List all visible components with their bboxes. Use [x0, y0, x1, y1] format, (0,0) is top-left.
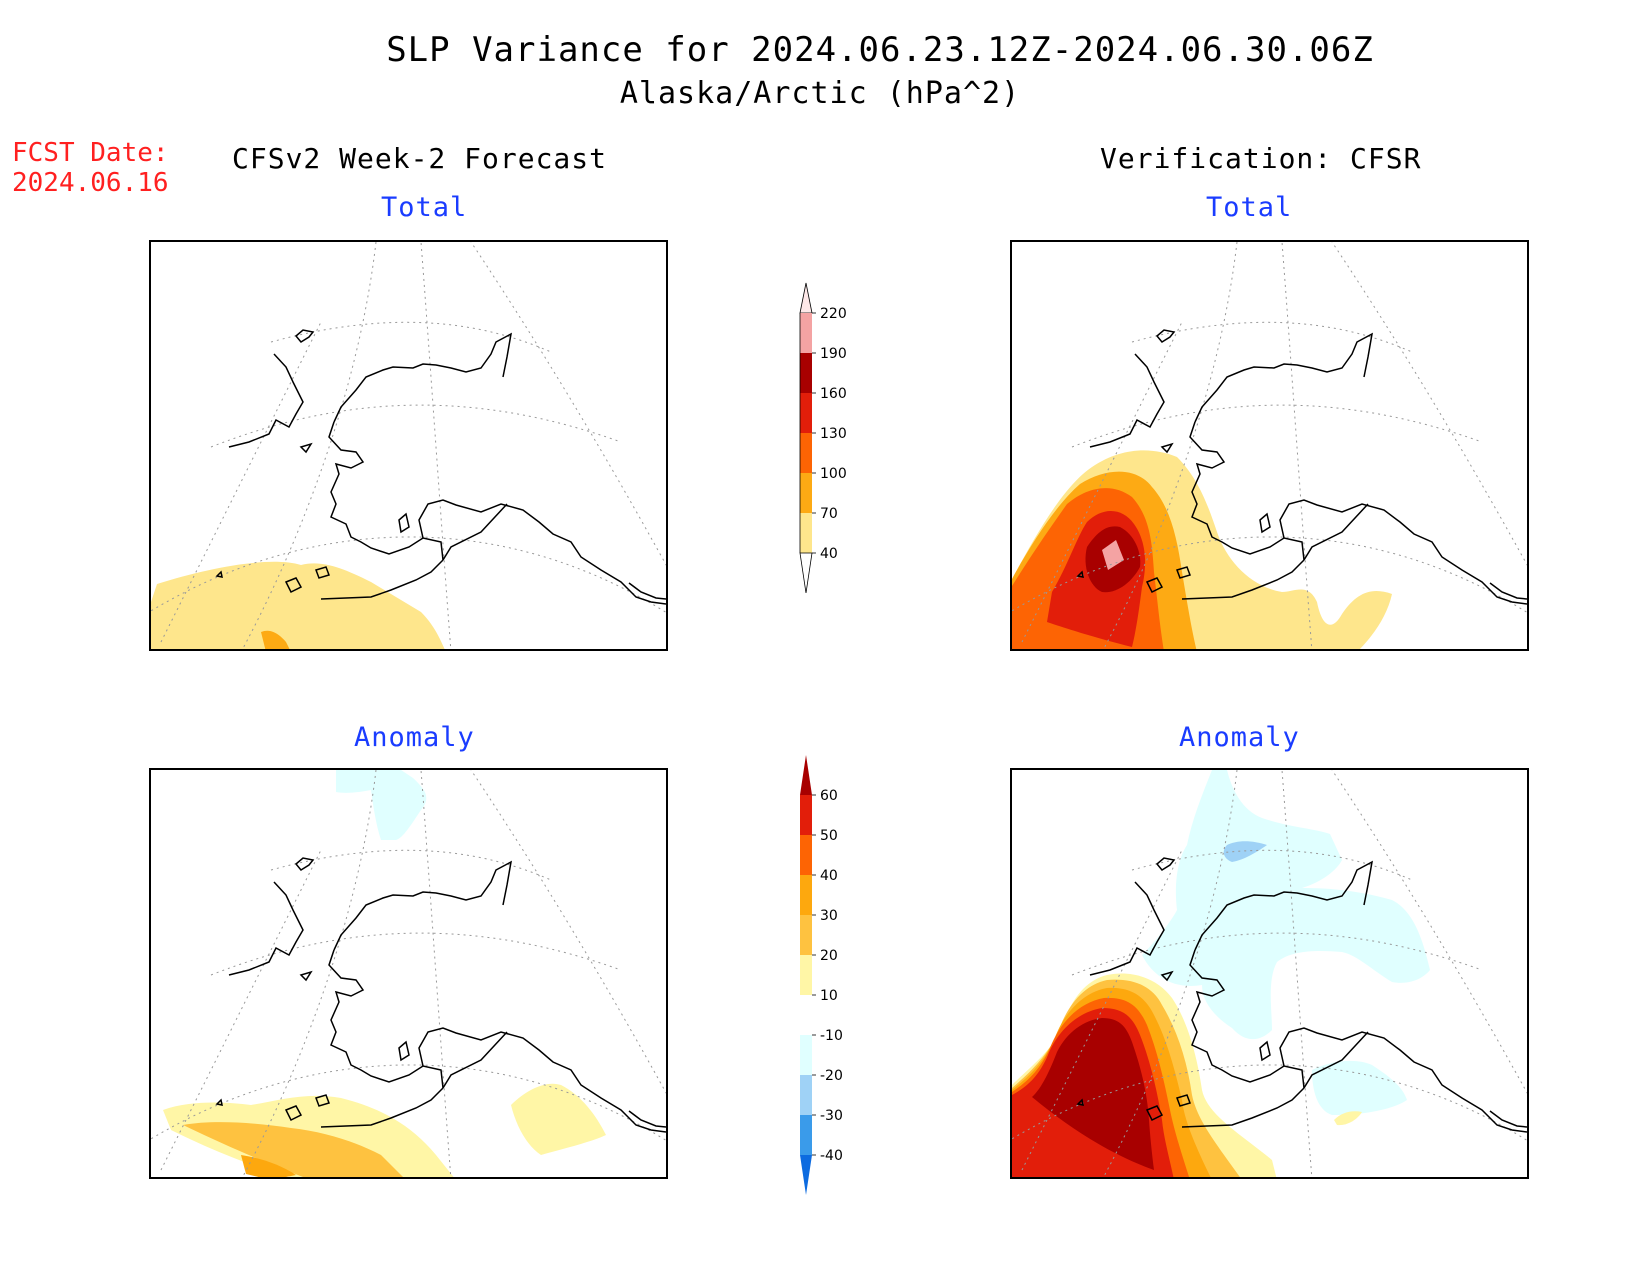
colorbar-total-tick-label: 130 [820, 426, 847, 442]
colorbar-total-box [800, 513, 812, 553]
colorbar-anomaly: 60 50 40 30 20 10 -10 -20 -30 -40 [800, 755, 860, 1209]
shading-anomaly-30 [241, 1155, 296, 1177]
panel-title-verification-total: Total [1206, 192, 1293, 223]
panel-title-verification-anomaly: Anomaly [1179, 722, 1300, 753]
colorbar-anomaly-bottom-arrow [800, 1155, 812, 1195]
colorbar-anomaly-box [800, 1035, 812, 1075]
colorbar-anomaly-box [800, 955, 812, 995]
colorbar-total-tick-label: 100 [820, 466, 847, 482]
panel-title-forecast-anomaly: Anomaly [354, 722, 475, 753]
colorbar-total-box [800, 313, 812, 353]
colorbar-anomaly-box [800, 995, 812, 1035]
colorbar-anomaly-top-arrow [800, 755, 812, 795]
shading-anomaly-neg20 [1223, 841, 1267, 862]
figure-title: SLP Variance for 2024.06.23.12Z-2024.06.… [386, 30, 1374, 70]
shading-anomaly-60 [1032, 1018, 1154, 1170]
colorbar-anomaly-tick-label: 60 [820, 788, 838, 804]
map-forecast-total [149, 240, 668, 651]
map-gridlines [151, 242, 666, 649]
colorbar-anomaly-tick-label: -30 [820, 1108, 843, 1124]
colorbar-anomaly-box [800, 915, 812, 955]
map-forecast-anomaly [149, 768, 668, 1179]
coastline [215, 857, 666, 1133]
colorbar-anomaly-box [800, 835, 812, 875]
colorbar-anomaly-tick-label: 30 [820, 908, 838, 924]
colorbar-anomaly-box [800, 875, 812, 915]
coastline [1076, 329, 1527, 605]
colorbar-total-box [800, 473, 812, 513]
forecast-date-value: 2024.06.16 [12, 168, 169, 198]
coastline [215, 329, 666, 605]
colorbar-total-box [800, 393, 812, 433]
shading-anomaly-neg10 [1142, 770, 1430, 1040]
column-heading-forecast: CFSv2 Week-2 Forecast [232, 142, 608, 175]
map-gridlines [1012, 770, 1527, 1177]
column-heading-verification: Verification: CFSR [1100, 142, 1422, 175]
colorbar-anomaly-tick-label: 20 [820, 948, 838, 964]
colorbar-anomaly-tick-label: 40 [820, 868, 838, 884]
shading-anomaly-neg10-top [336, 770, 427, 840]
shading-anomaly-10-small [1334, 1111, 1362, 1126]
colorbar-anomaly-tick-label: -40 [820, 1148, 843, 1164]
colorbar-anomaly-box [800, 1115, 812, 1155]
coastline [1076, 857, 1527, 1133]
map-verification-anomaly [1010, 768, 1529, 1179]
colorbar-total-tick-label: 160 [820, 386, 847, 402]
colorbar-anomaly-tick-label: 50 [820, 828, 838, 844]
shading-anomaly-10-east [511, 1083, 606, 1155]
shading-anomaly-neg10-east [1312, 1060, 1407, 1115]
colorbar-anomaly-box [800, 1075, 812, 1115]
shading-anomaly-20 [183, 1122, 403, 1177]
colorbar-anomaly-tick-label: -20 [820, 1068, 843, 1084]
colorbar-anomaly-tick-label: -10 [820, 1028, 843, 1044]
forecast-date: FCST Date: 2024.06.16 [12, 138, 169, 198]
panel-title-forecast-total: Total [381, 192, 468, 223]
shading-total-40 [151, 561, 445, 649]
shading-total-190 [1102, 540, 1124, 570]
figure-subtitle: Alaska/Arctic (hPa^2) [619, 76, 1021, 111]
shading-total-70 [261, 630, 290, 649]
colorbar-total: 40 70 100 130 160 190 220 [799, 282, 860, 617]
map-verification-total [1010, 240, 1529, 651]
colorbar-total-top-arrow [799, 282, 813, 314]
colorbar-total-tick-label: 190 [820, 346, 847, 362]
colorbar-total-tick-label: 220 [820, 306, 847, 322]
colorbar-total-box [800, 353, 812, 393]
colorbar-total-tick-label: 40 [820, 546, 838, 562]
colorbar-total-bottom-arrow [799, 552, 813, 594]
forecast-date-label: FCST Date: [12, 138, 169, 168]
colorbar-total-box [800, 433, 812, 473]
colorbar-anomaly-tick-label: 10 [820, 988, 838, 1004]
colorbar-total-tick-label: 70 [820, 506, 838, 522]
colorbar-anomaly-box [800, 795, 812, 835]
